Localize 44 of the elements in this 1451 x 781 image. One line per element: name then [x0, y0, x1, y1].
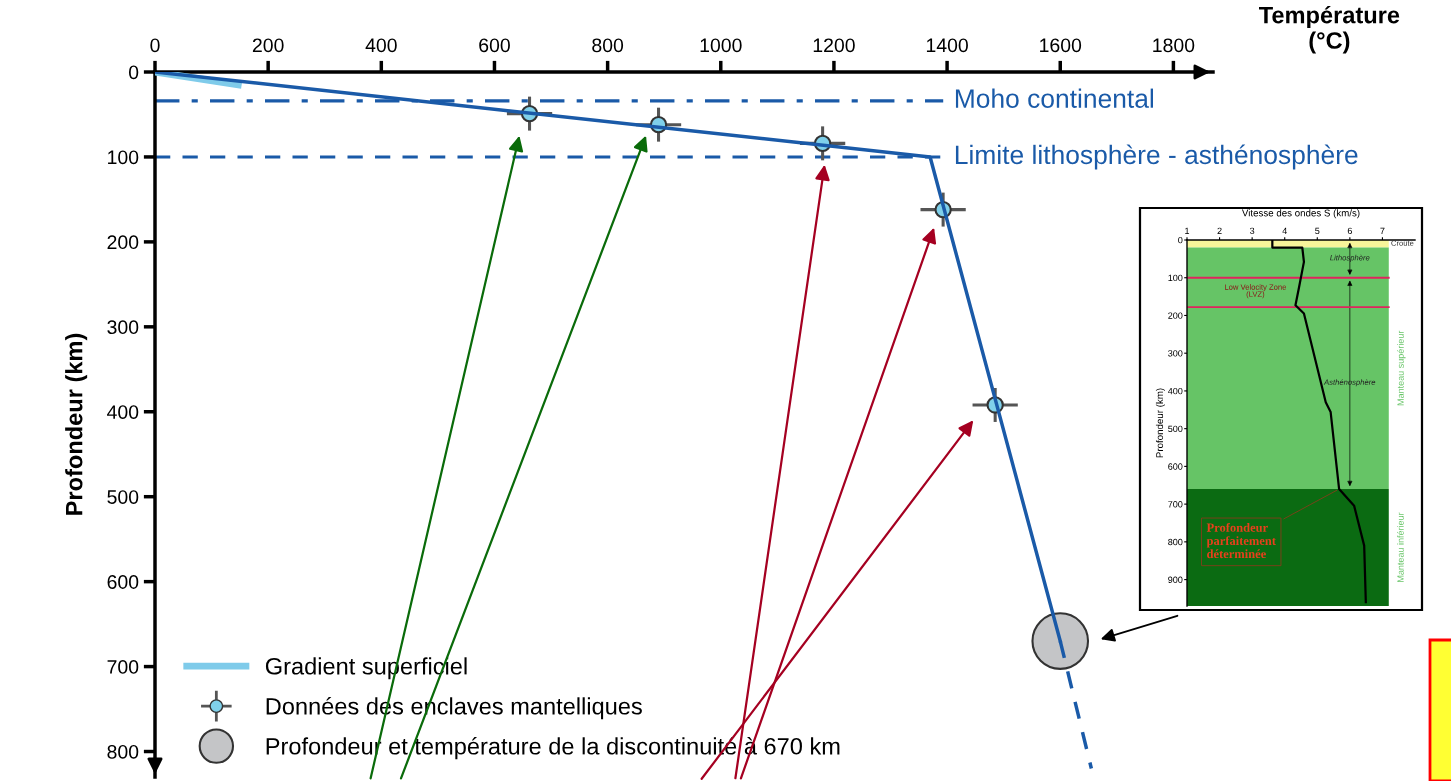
- y-tick-label: 100: [1168, 274, 1183, 282]
- x-tick-label: 1800: [1153, 38, 1195, 53]
- annotation: Profondeur parfaitement déterminée: [1206, 522, 1276, 559]
- y-tick-label: 400: [1167, 387, 1183, 395]
- x-tick-label: 3: [1249, 227, 1255, 235]
- y-tick-label: 700: [1168, 501, 1183, 508]
- x-tick-label: 7: [1380, 227, 1385, 234]
- y-tick-label: 100: [108, 150, 139, 165]
- x-tick-label: 1200: [813, 38, 855, 53]
- x-tick-label: 800: [592, 38, 624, 53]
- y-tick-label: 0: [128, 65, 139, 80]
- chart-title: Vitesse des ondes S (km/s): [1241, 209, 1360, 219]
- y-tick-label: 500: [107, 490, 139, 504]
- y-axis-title: Profondeur (km): [1155, 388, 1165, 458]
- y-axis-title: Profondeur (km): [65, 333, 88, 515]
- y-tick-label: 700: [107, 660, 139, 674]
- band-label: Manteau supérieur: [1397, 330, 1406, 406]
- x-tick-label: 1400: [926, 38, 968, 53]
- x-tick-label: 6: [1347, 227, 1352, 235]
- y-tick-label: 800: [107, 744, 139, 759]
- x-tick-label: 1600: [1040, 38, 1082, 53]
- y-tick-label: 300: [1168, 350, 1183, 357]
- y-tick-label: 300: [107, 320, 139, 335]
- x-tick-label: 200: [252, 38, 284, 53]
- y-tick-label: 400: [107, 405, 139, 419]
- y-tick-label: 200: [1168, 312, 1183, 319]
- y-tick-label: 900: [1168, 576, 1183, 583]
- ref-line-label: Limite lithosphère - asthénosphère: [955, 144, 1358, 170]
- x-tick-label: 1: [1185, 227, 1190, 234]
- ref-line-label: Moho continental: [955, 88, 1154, 108]
- x-axis-title: Température (°C): [1259, 5, 1400, 54]
- y-tick-label: 800: [1168, 538, 1183, 546]
- y-tick-label: 600: [107, 575, 139, 589]
- y-tick-label: 0: [1178, 236, 1183, 244]
- x-tick-label: 600: [479, 38, 510, 53]
- x-tick-label: 1000: [700, 38, 742, 53]
- x-tick-label: 2: [1217, 227, 1222, 234]
- band-label: Manteau inférieur: [1397, 512, 1404, 582]
- x-tick-label: 400: [365, 38, 397, 53]
- y-tick-label: 500: [1168, 425, 1183, 433]
- x-tick-label: 0: [150, 38, 160, 53]
- x-tick-label: 5: [1315, 227, 1320, 235]
- y-tick-label: 600: [1168, 463, 1183, 470]
- x-tick-label: 4: [1282, 227, 1287, 234]
